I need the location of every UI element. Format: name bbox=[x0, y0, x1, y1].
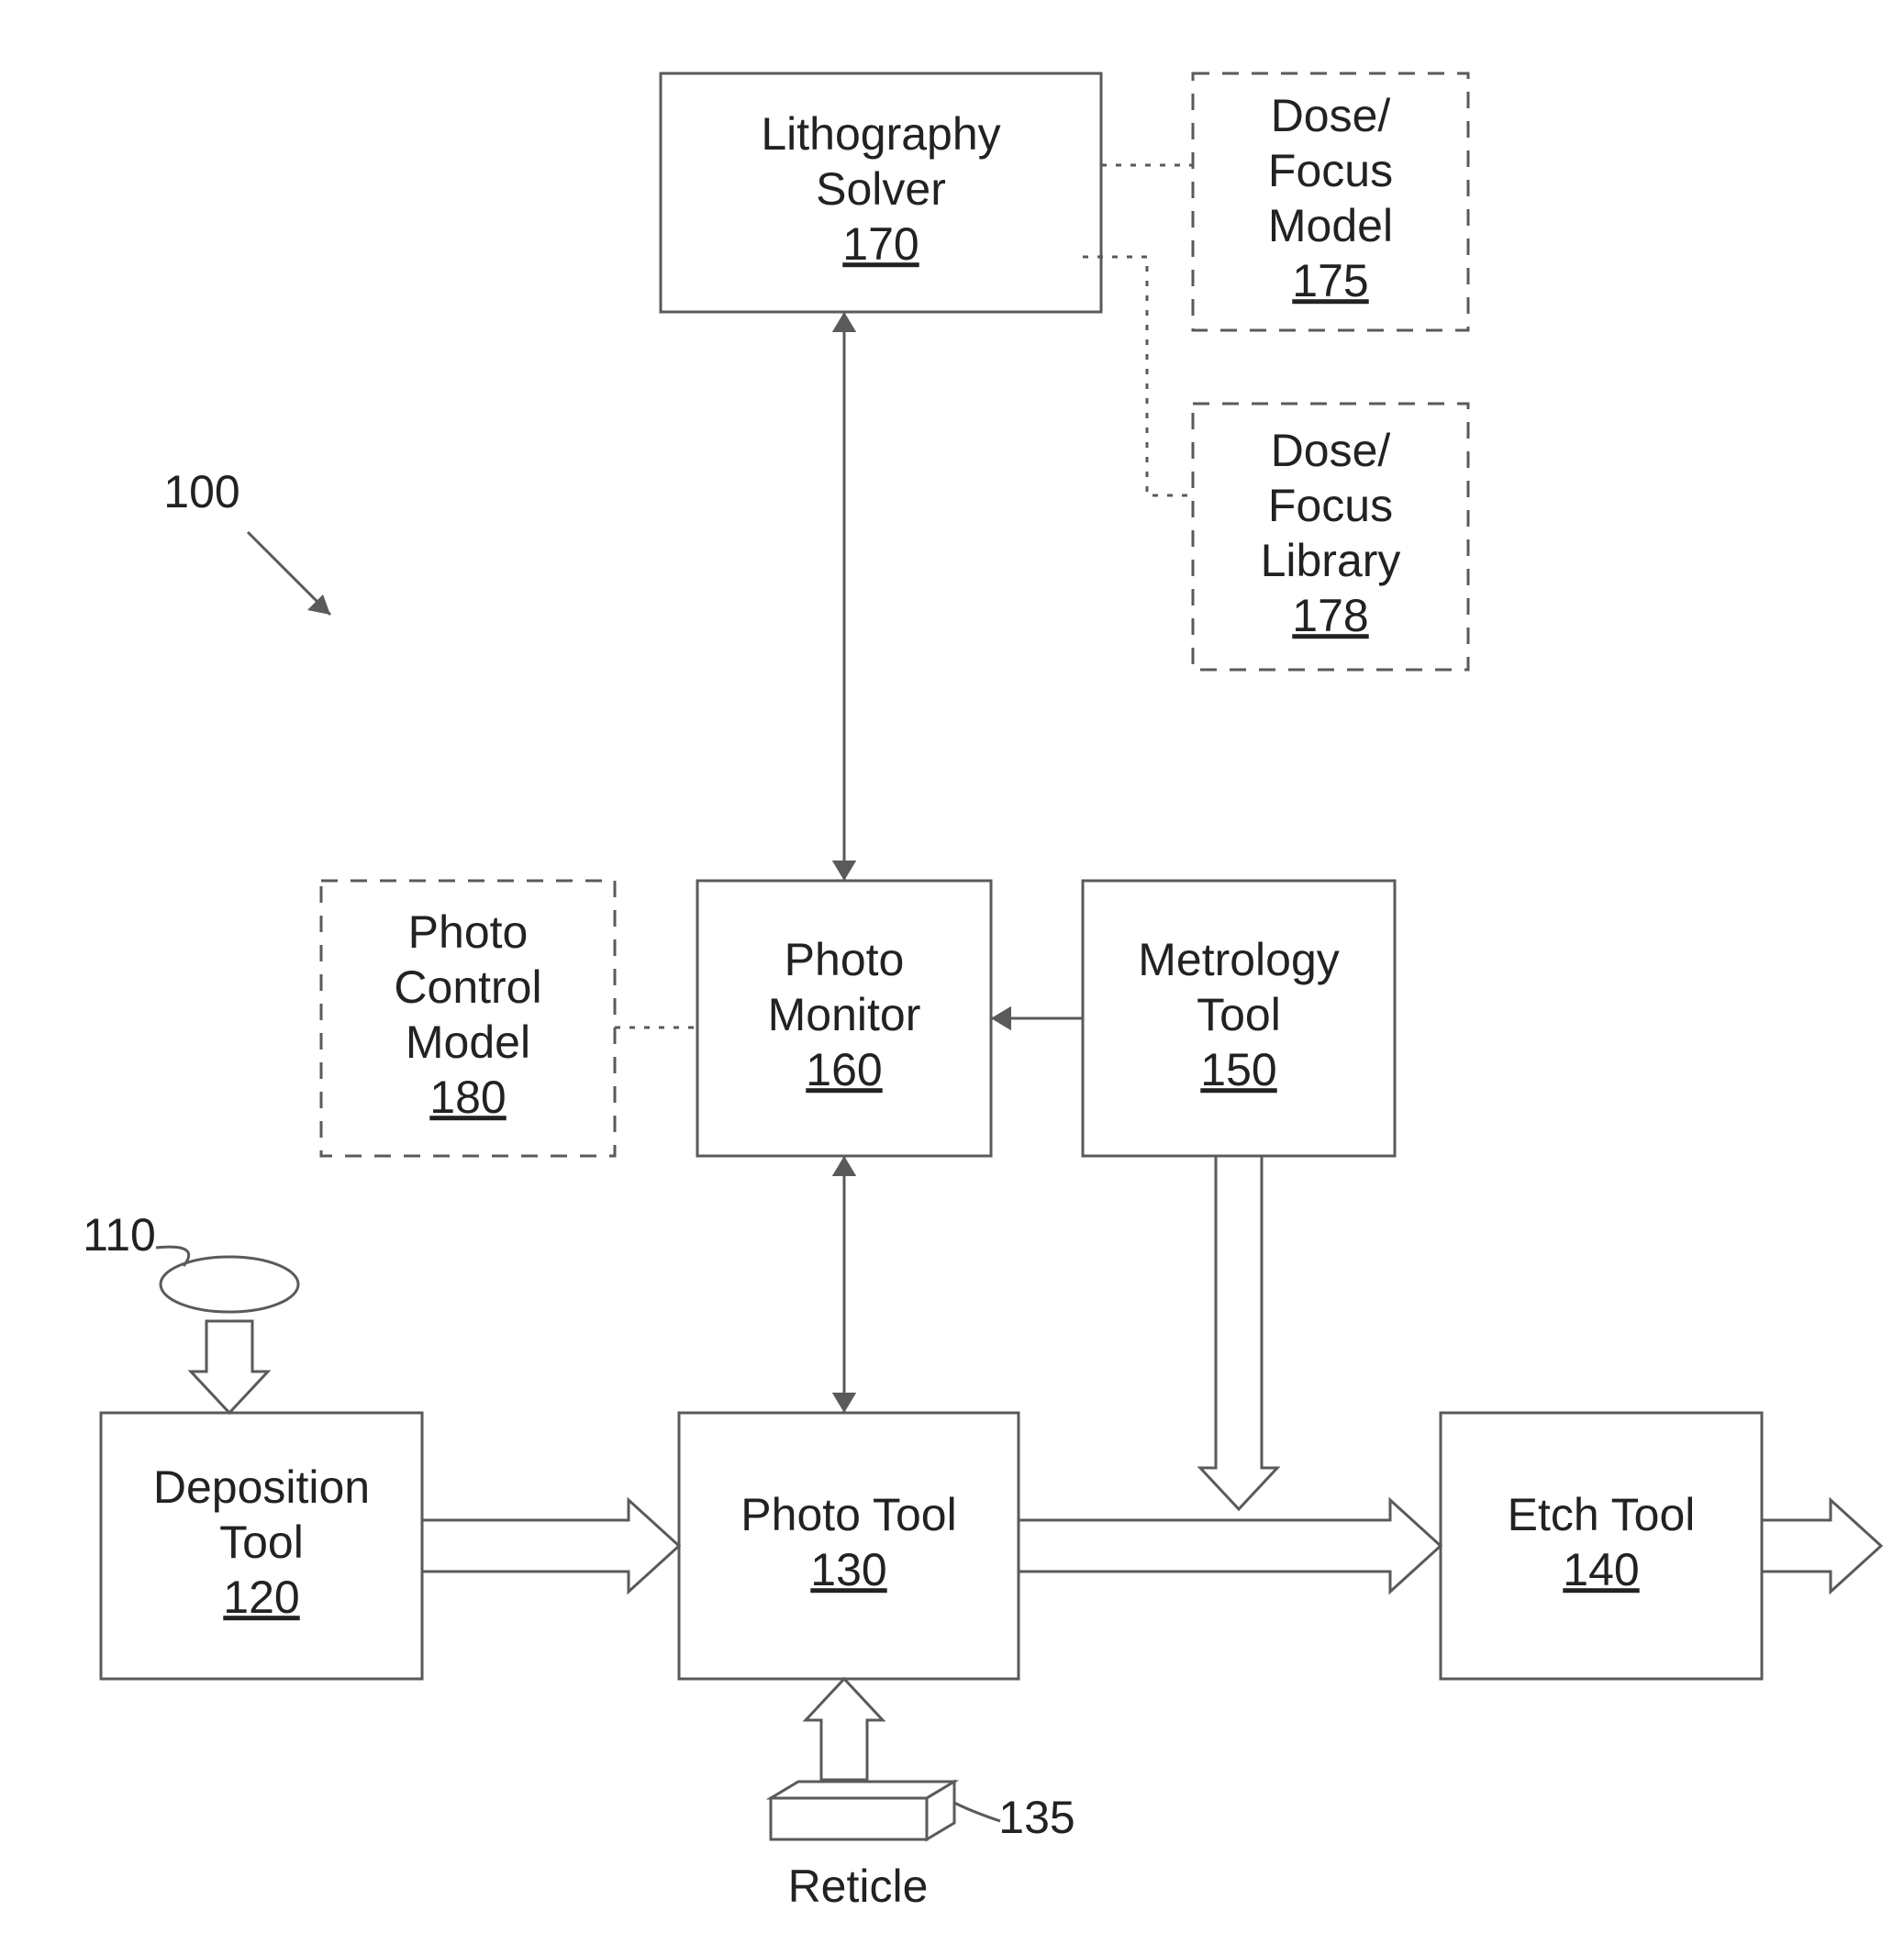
dose_model-ref: 175 bbox=[1292, 255, 1368, 306]
wafer-icon bbox=[161, 1257, 298, 1312]
photo_monitor-label-0: Photo bbox=[785, 934, 905, 985]
arrow-photo-etch bbox=[1019, 1500, 1441, 1592]
deposition-label-0: Deposition bbox=[153, 1461, 370, 1513]
dose_library-ref: 178 bbox=[1292, 590, 1368, 641]
system-ref-arrowhead bbox=[307, 594, 330, 615]
photo_control-label-1: Control bbox=[394, 961, 541, 1013]
metrology-ref: 150 bbox=[1200, 1044, 1276, 1095]
reticle-front bbox=[771, 1798, 927, 1839]
photo_control-label-2: Model bbox=[406, 1016, 530, 1068]
arrow-deposition-photo bbox=[422, 1500, 679, 1592]
etch_tool-ref: 140 bbox=[1563, 1544, 1639, 1595]
reticle-leader bbox=[954, 1803, 1000, 1821]
litho_solver-ref: 170 bbox=[842, 218, 919, 270]
arrow-metrology-down bbox=[1200, 1156, 1277, 1509]
dose_library-label-0: Dose/ bbox=[1271, 425, 1391, 476]
etch_tool-label-0: Etch Tool bbox=[1508, 1489, 1696, 1540]
litho_solver-label-0: Lithography bbox=[761, 108, 1000, 160]
arrow-etch-out bbox=[1762, 1500, 1881, 1592]
metrology-label-1: Tool bbox=[1197, 989, 1281, 1040]
photo_tool-ref: 130 bbox=[810, 1544, 886, 1595]
metrology-label-0: Metrology bbox=[1138, 934, 1340, 985]
deposition-ref: 120 bbox=[223, 1572, 299, 1623]
photo_tool-label-0: Photo Tool bbox=[740, 1489, 956, 1540]
reticle-ref: 135 bbox=[998, 1792, 1074, 1843]
wafer-ref: 110 bbox=[83, 1209, 156, 1261]
photo_monitor-ref: 160 bbox=[806, 1044, 882, 1095]
dose_model-label-0: Dose/ bbox=[1271, 90, 1391, 141]
litho_solver-label-1: Solver bbox=[816, 163, 946, 215]
photo_control-ref: 180 bbox=[429, 1072, 506, 1123]
reticle-label: Reticle bbox=[788, 1861, 929, 1912]
system-ref: 100 bbox=[163, 466, 239, 517]
arrow-reticle-up bbox=[806, 1679, 883, 1780]
reticle-top bbox=[771, 1782, 954, 1798]
dose_model-label-2: Model bbox=[1268, 200, 1393, 251]
photo_monitor-label-1: Monitor bbox=[768, 989, 921, 1040]
dose_library-label-2: Library bbox=[1261, 535, 1401, 586]
dose_library-label-1: Focus bbox=[1268, 480, 1393, 531]
arrow-wafer-deposition bbox=[191, 1321, 268, 1413]
dose_model-label-1: Focus bbox=[1268, 145, 1393, 196]
photo_control-label-0: Photo bbox=[408, 906, 529, 958]
deposition-label-1: Tool bbox=[219, 1516, 304, 1568]
